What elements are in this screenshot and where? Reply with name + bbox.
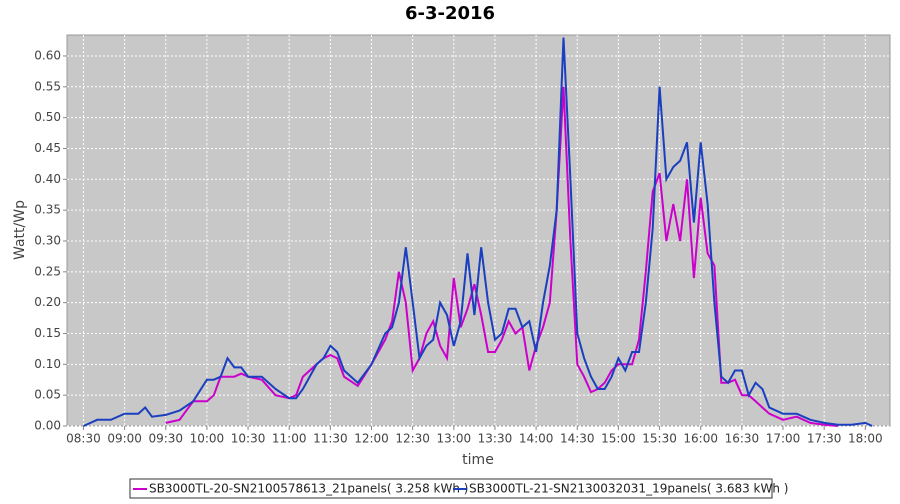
x-tick-label: 12:00: [354, 432, 389, 446]
x-tick-label: 11:00: [272, 432, 307, 446]
legend-label: SB3000TL-21-SN2130032031_19panels( 3.683…: [469, 482, 788, 496]
x-tick-label: 13:30: [478, 432, 513, 446]
x-tick-label: 14:00: [519, 432, 554, 446]
x-tick-label: 11:30: [313, 432, 348, 446]
x-tick-label: 16:30: [725, 432, 760, 446]
y-tick-label: 0.50: [34, 110, 61, 124]
x-tick-label: 15:30: [642, 432, 677, 446]
y-tick-label: 0.15: [34, 326, 61, 340]
x-tick-label: 10:00: [190, 432, 225, 446]
legend-box: [129, 478, 773, 499]
plot-area: [66, 34, 891, 427]
y-tick-label: 0.05: [34, 388, 61, 402]
y-tick-label: 0.55: [34, 79, 61, 93]
x-tick-label: 10:30: [231, 432, 266, 446]
x-axis-label: time: [462, 452, 494, 468]
y-tick-label: 0.45: [34, 141, 61, 155]
x-tick-label: 17:00: [766, 432, 801, 446]
x-tick-label: 17:30: [807, 432, 842, 446]
y-axis-label: Watt/Wp: [12, 200, 28, 260]
x-tick-label: 16:00: [683, 432, 718, 446]
y-tick-label: 0.40: [34, 172, 61, 186]
x-tick-label: 14:30: [560, 432, 595, 446]
x-tick-label: 09:30: [148, 432, 183, 446]
x-tick-label: 12:30: [395, 432, 430, 446]
y-tick-label: 0.20: [34, 295, 61, 309]
x-tick-label: 18:00: [848, 432, 883, 446]
y-tick-label: 0.30: [34, 233, 61, 247]
x-tick-label: 15:00: [601, 432, 636, 446]
series-line: [165, 86, 838, 427]
x-tick-label: 08:30: [66, 432, 101, 446]
y-tick-label: 0.00: [34, 419, 61, 433]
y-tick-label: 0.25: [34, 264, 61, 278]
x-tick-label: 09:00: [107, 432, 142, 446]
chart-title: 6-3-2016: [405, 3, 495, 24]
y-tick-label: 0.10: [34, 357, 61, 371]
y-tick-label: 0.60: [34, 48, 61, 62]
x-tick-label: 13:00: [437, 432, 472, 446]
y-tick-label: 0.35: [34, 203, 61, 217]
legend-label: SB3000TL-20-SN2100578613_21panels( 3.258…: [149, 482, 468, 496]
series-line: [83, 37, 873, 427]
